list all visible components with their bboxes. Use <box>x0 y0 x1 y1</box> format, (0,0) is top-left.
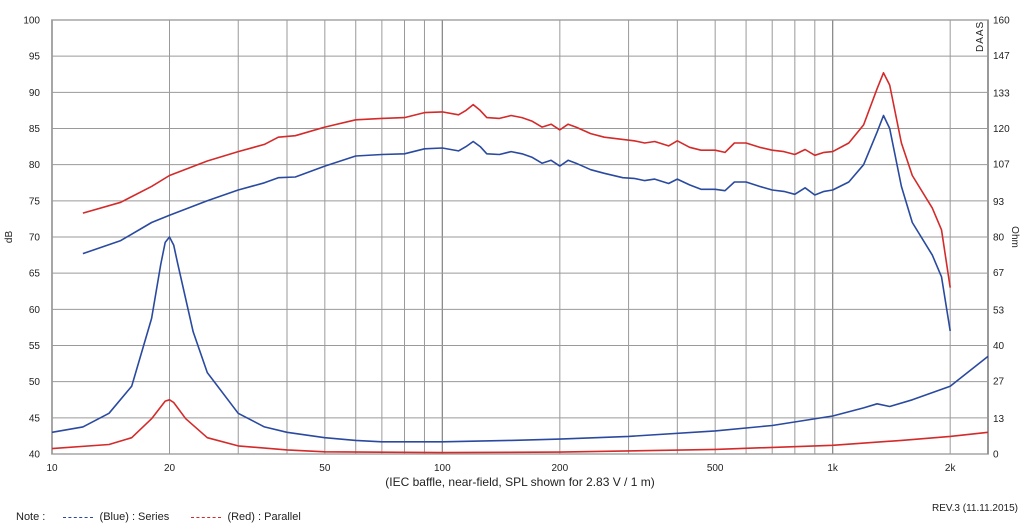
x-tick-label: 2k <box>945 463 957 474</box>
x-tick-label: 50 <box>319 463 331 474</box>
x-tick-label: 1k <box>827 463 839 474</box>
y-tick-label: 95 <box>29 52 41 63</box>
x-tick-label: 500 <box>707 463 724 474</box>
y-tick-label: 50 <box>29 377 41 388</box>
tick-labels: 40 45 50 55 60 65 70 75 80 85 90 95 100 0 13 27 40 53 67 80… <box>23 16 1010 475</box>
spl-line-red <box>82 72 951 288</box>
watermark-text: DAAS <box>975 21 986 52</box>
y-tick-label: 75 <box>29 196 41 207</box>
x-tick-label: 100 <box>434 463 451 474</box>
legend-blue-line <box>63 516 94 518</box>
x-tick-label: 10 <box>46 463 58 474</box>
y2-tick-label: 80 <box>993 233 1005 244</box>
legend-red-label: (Red) : Parallel <box>227 511 301 523</box>
y-tick-label: 45 <box>29 413 41 424</box>
legend-red-line <box>191 516 222 518</box>
y2-tick-label: 93 <box>993 197 1005 208</box>
y2-axis-label: Ohm <box>1009 226 1020 248</box>
y-tick-label: 80 <box>29 160 41 171</box>
spl-line-blue <box>82 114 951 332</box>
y-tick-label: 90 <box>29 88 41 99</box>
y2-tick-label: 67 <box>993 268 1005 279</box>
y2-tick-label: 40 <box>993 341 1005 352</box>
y2-tick-label: 107 <box>993 159 1010 170</box>
x-tick-label: 200 <box>551 463 568 474</box>
y-tick-label: 85 <box>29 124 41 135</box>
y-tick-label: 60 <box>29 305 41 316</box>
revision-label: REV.3 (11.11.2015) <box>932 503 1018 514</box>
legend: Note : (Blue) : Series (Red) : Parallel <box>16 511 301 523</box>
y2-tick-label: 133 <box>993 89 1010 100</box>
note-label: Note : <box>16 511 46 523</box>
y2-tick-label: 53 <box>993 306 1005 317</box>
impedance-line-blue <box>51 236 989 443</box>
series-lines <box>51 72 989 454</box>
y2-tick-label: 13 <box>993 414 1005 425</box>
y-axis-label: dB <box>4 231 15 244</box>
y-tick-label: 70 <box>29 233 41 244</box>
y-tick-label: 40 <box>29 450 41 461</box>
y2-tick-label: 0 <box>993 450 999 461</box>
y2-tick-label: 27 <box>993 376 1005 387</box>
legend-blue-label: (Blue) : Series <box>99 511 170 523</box>
y-tick-label: 100 <box>23 16 40 27</box>
impedance-line-red <box>51 399 989 454</box>
y2-tick-label: 160 <box>993 16 1010 27</box>
y-tick-label: 55 <box>29 341 41 352</box>
x-tick-label: 20 <box>164 463 176 474</box>
x-axis-label: (IEC baffle, near-field, SPL shown for 2… <box>385 475 654 489</box>
grid <box>51 19 989 455</box>
y2-tick-label: 147 <box>993 51 1010 62</box>
y-tick-label: 65 <box>29 269 41 280</box>
y2-tick-label: 120 <box>993 124 1010 135</box>
